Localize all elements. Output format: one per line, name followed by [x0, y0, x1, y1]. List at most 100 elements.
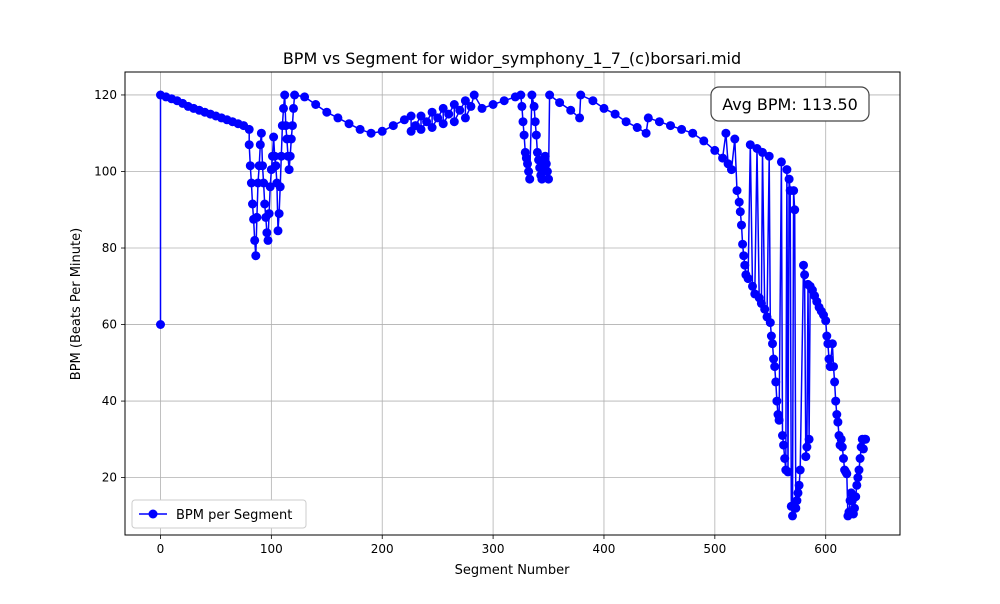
data-point: [732, 186, 742, 196]
data-point: [854, 465, 864, 475]
data-point: [769, 354, 779, 364]
data-point: [344, 119, 354, 129]
data-point: [836, 434, 846, 444]
data-point: [621, 117, 631, 127]
avg-bpm-annotation: Avg BPM: 113.50: [710, 86, 870, 122]
data-point: [523, 159, 532, 169]
data-point: [822, 331, 832, 341]
data-point: [758, 147, 767, 157]
data-point: [527, 90, 537, 100]
data-point: [793, 488, 803, 498]
data-point: [599, 103, 609, 113]
data-point: [831, 396, 841, 406]
data-point: [666, 121, 675, 131]
data-point: [540, 151, 550, 161]
data-point: [311, 100, 321, 109]
data-point: [772, 396, 782, 406]
data-point: [544, 174, 553, 184]
data-point: [537, 174, 547, 184]
data-point: [748, 281, 757, 291]
data-point: [499, 96, 509, 106]
data-point: [575, 113, 585, 123]
data-point: [794, 480, 804, 490]
data-point: [858, 444, 868, 454]
data-point: [842, 469, 852, 479]
data-point: [516, 90, 526, 100]
data-point: [688, 128, 698, 138]
data-point: [271, 161, 281, 171]
y-tick-label: 100: [94, 164, 117, 178]
data-point: [804, 434, 814, 444]
data-point: [699, 136, 709, 146]
data-point: [524, 167, 534, 176]
data-point: [641, 128, 651, 138]
data-point: [764, 151, 774, 161]
data-point: [275, 182, 285, 192]
data-point: [766, 331, 776, 341]
data-point: [850, 503, 859, 513]
data-point: [366, 128, 376, 138]
data-point: [643, 113, 653, 123]
series-layer: [156, 90, 871, 521]
legend-label: BPM per Segment: [176, 508, 292, 523]
data-point: [262, 228, 272, 238]
data-point: [830, 377, 840, 387]
data-point: [770, 362, 780, 372]
data-point: [710, 145, 720, 155]
data-point: [824, 354, 834, 364]
data-point: [791, 503, 801, 513]
data-point: [469, 90, 479, 100]
data-point: [784, 174, 794, 184]
data-point: [532, 147, 542, 157]
data-point: [795, 465, 805, 475]
data-point: [555, 98, 565, 108]
x-tick-label: 600: [814, 542, 837, 556]
data-point: [576, 90, 586, 100]
data-point: [270, 151, 280, 161]
data-point: [399, 115, 409, 125]
data-point: [792, 496, 802, 506]
data-point: [388, 121, 398, 131]
data-point: [745, 140, 755, 150]
data-point: [466, 101, 476, 111]
data-point: [248, 199, 257, 209]
data-point: [739, 251, 749, 261]
legend: BPM per Segment: [131, 499, 307, 529]
data-point: [416, 124, 426, 134]
data-point: [263, 235, 273, 245]
data-point: [251, 251, 261, 261]
data-point: [250, 235, 260, 245]
data-point: [654, 117, 664, 127]
data-point: [518, 117, 528, 127]
data-point: [566, 105, 576, 115]
data-point: [735, 207, 745, 217]
data-point: [837, 442, 847, 452]
data-point: [789, 186, 799, 196]
data-point: [252, 212, 262, 222]
y-tick-label: 20: [102, 471, 117, 485]
data-point: [477, 103, 487, 113]
data-point: [449, 117, 459, 127]
data-point: [801, 452, 811, 462]
x-tick-label: 400: [593, 542, 616, 556]
data-point: [290, 90, 300, 100]
data-point: [855, 454, 865, 463]
axis-ticks: 0 100 200 300 400 500 600 20 40 60 80 100 120: [94, 88, 837, 556]
data-point: [525, 174, 535, 184]
data-point: [802, 442, 812, 452]
data-point: [287, 121, 297, 131]
data-point: [286, 134, 296, 144]
avg-bpm-text: Avg BPM: 113.50: [722, 95, 858, 114]
data-point: [776, 157, 786, 167]
data-point: [531, 130, 541, 140]
data-point: [829, 362, 838, 372]
data-point: [827, 339, 837, 349]
annotation-box: [710, 86, 870, 122]
data-point: [245, 161, 255, 171]
data-point: [737, 220, 746, 230]
data-point: [779, 440, 789, 450]
x-tick-label: 0: [157, 542, 165, 556]
data-point: [799, 260, 808, 270]
data-point: [260, 199, 270, 209]
